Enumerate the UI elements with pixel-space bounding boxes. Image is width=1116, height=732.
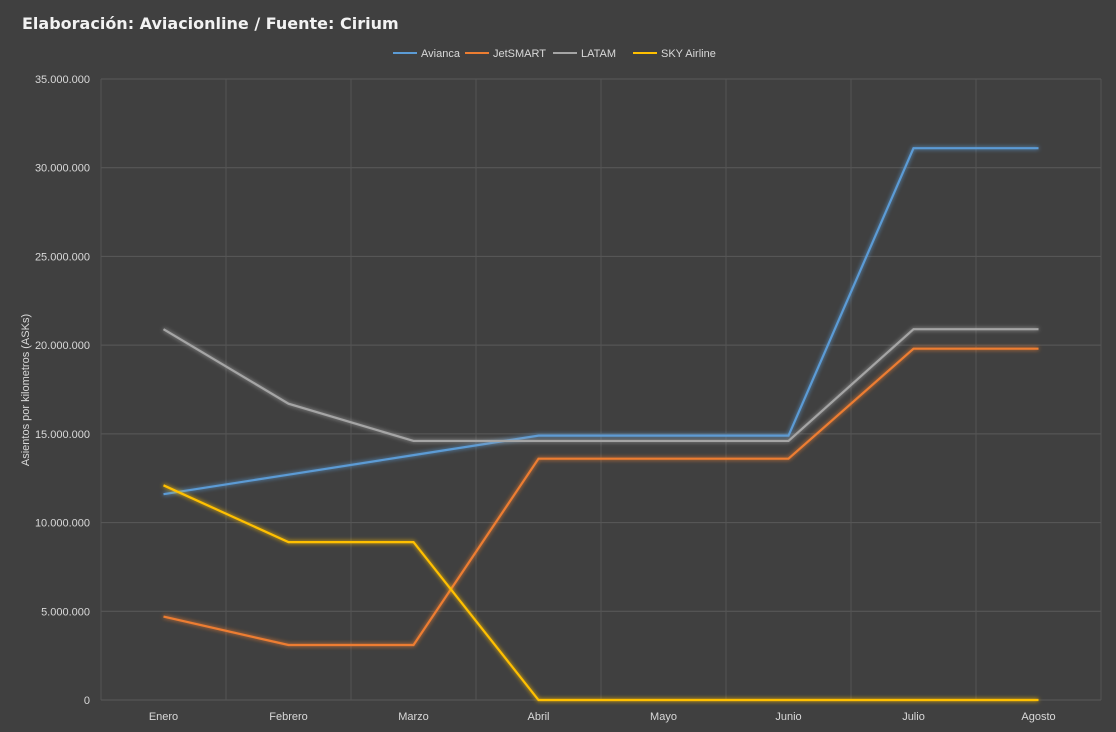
y-axis-label: Asientos por kilometros (ASKs): [20, 314, 32, 466]
legend-label: Avianca: [421, 48, 461, 60]
series-line-latam: [162, 328, 1039, 443]
series-line-sky-airline: [163, 484, 1039, 702]
x-tick-label: Febrero: [269, 711, 308, 723]
grid: [100, 78, 1102, 701]
y-tick-label: 20.000.000: [35, 340, 90, 352]
y-tick-label: 5.000.000: [41, 606, 90, 618]
legend-label: JetSMART: [493, 48, 546, 60]
legend-label: LATAM: [581, 48, 616, 60]
y-tick-label: 10.000.000: [35, 518, 90, 530]
y-axis-ticks: 0 5.000.000 10.000.000 15.000.000 20.000.000…: [35, 74, 90, 707]
legend-label: SKY Airline: [661, 48, 716, 60]
y-tick-label: 30.000.000: [35, 163, 90, 175]
x-tick-label: Junio: [775, 711, 801, 723]
y-tick-label: 15.000.000: [35, 429, 90, 441]
y-tick-label: 0: [84, 695, 90, 707]
series-lines: [162, 147, 1039, 702]
x-tick-label: Mayo: [650, 711, 677, 723]
series-line-jetsmart: [163, 347, 1039, 647]
x-tick-label: Agosto: [1021, 711, 1055, 723]
y-tick-label: 35.000.000: [35, 74, 90, 86]
series-line-avianca: [163, 147, 1039, 496]
y-tick-label: 25.000.000: [35, 251, 90, 263]
x-axis-ticks: Enero Febrero Marzo Abril Mayo Junio Julio Agos…: [149, 711, 1056, 723]
x-tick-label: Abril: [527, 711, 549, 723]
x-tick-label: Marzo: [398, 711, 429, 723]
x-tick-label: Enero: [149, 711, 178, 723]
legend: Avianca JetSMART LATAM SKY Airline: [393, 48, 716, 60]
x-tick-label: Julio: [902, 711, 925, 723]
chart-title: Elaboración: Aviacionline / Fuente: Ciri…: [22, 14, 399, 33]
